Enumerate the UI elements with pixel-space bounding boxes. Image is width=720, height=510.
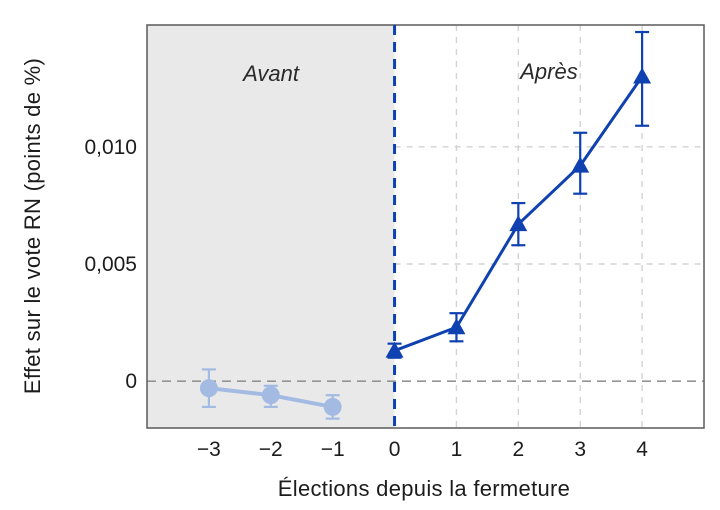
y-tick-label: 0,005 — [84, 253, 137, 276]
region-label-avant: Avant — [243, 61, 299, 86]
y-tick-label: 0,010 — [84, 136, 137, 159]
data-point-circle — [261, 386, 280, 405]
y-axis-title: Effet sur le vote RN (points de %) — [20, 57, 45, 395]
data-point-circle — [323, 397, 342, 416]
data-point-triangle — [447, 318, 466, 335]
region-label-apres: Après — [520, 59, 578, 84]
data-point-circle — [199, 379, 218, 398]
data-point-triangle — [509, 215, 528, 232]
x-tick-label: −2 — [259, 438, 283, 461]
x-tick-label: 3 — [574, 438, 586, 461]
y-tick-label: 0 — [125, 370, 137, 393]
data-point-triangle — [571, 156, 590, 173]
x-tick-label: 2 — [512, 438, 524, 461]
x-tick-label: 0 — [389, 438, 401, 461]
x-axis-title: Élections depuis la fermeture — [277, 476, 571, 501]
data-point-triangle — [385, 341, 404, 358]
before-region — [147, 25, 395, 428]
plot-border — [146, 24, 705, 429]
data-point-triangle — [633, 67, 652, 84]
x-tick-label: 4 — [636, 438, 648, 461]
x-tick-label: −1 — [321, 438, 345, 461]
x-tick-label: 1 — [451, 438, 463, 461]
x-tick-label: −3 — [197, 438, 221, 461]
